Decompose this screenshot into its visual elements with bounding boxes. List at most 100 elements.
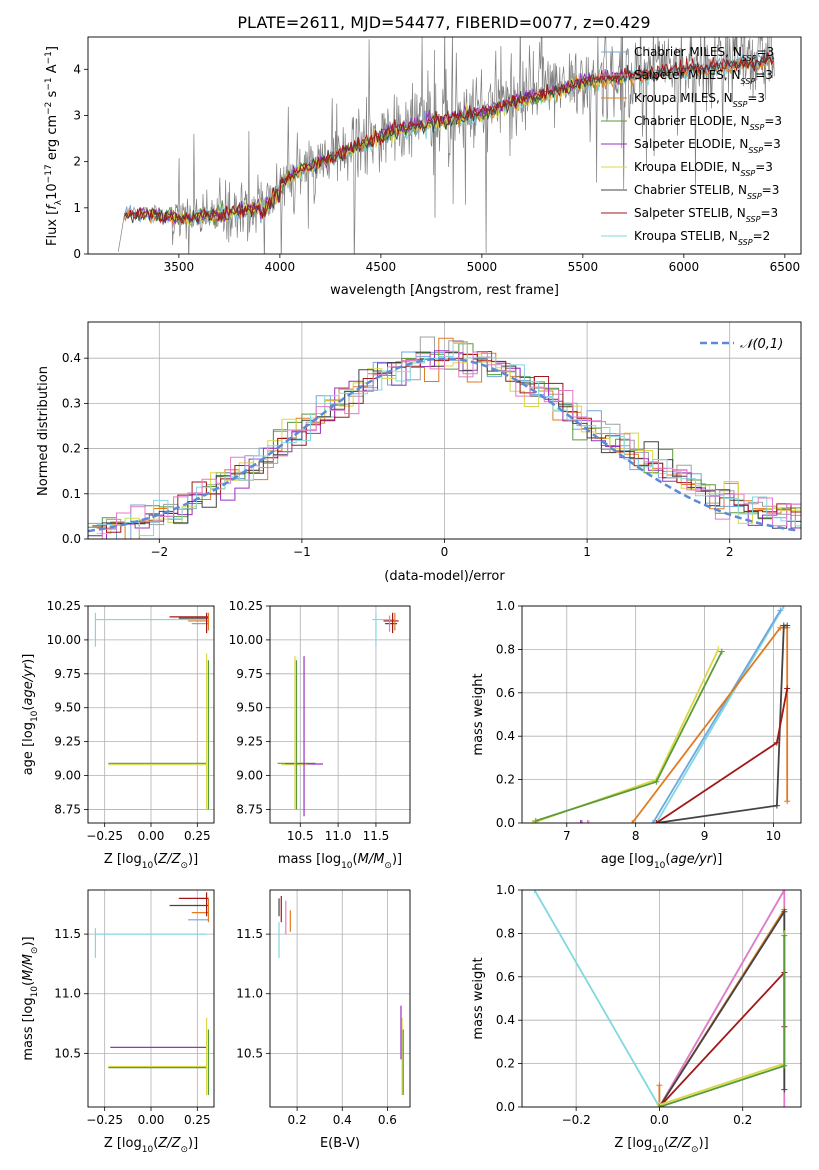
axes-frame xyxy=(269,889,411,1108)
label-part: 10 xyxy=(30,710,40,722)
label-part: age [log xyxy=(601,852,654,867)
x-axis-label: Z [log10(Z/Z⊙)] xyxy=(104,1136,198,1155)
legend-count: =3 xyxy=(764,114,782,128)
histogram-9 xyxy=(88,350,801,539)
axes-frame xyxy=(521,889,802,1108)
y-tick-label: 0.0 xyxy=(496,816,515,830)
label-part: )] xyxy=(21,654,36,664)
legend-text: Kroupa STELIB, N xyxy=(634,229,738,243)
x-tick-label: 0.4 xyxy=(333,1113,352,1127)
weight-line-1 xyxy=(652,609,782,823)
y-tick-label: 11.5 xyxy=(54,927,81,941)
legend-text: Kroupa MILES, N xyxy=(634,91,733,105)
x-tick-label: 5500 xyxy=(568,260,599,274)
weight-marker xyxy=(784,622,791,629)
label-part: ⊙ xyxy=(691,1145,699,1155)
y-tick-label: 2 xyxy=(73,155,81,169)
weight-marker xyxy=(777,624,784,631)
weight-marker xyxy=(577,820,584,823)
weight-marker xyxy=(718,648,725,655)
label-part: ( xyxy=(353,852,358,867)
weight-marker xyxy=(656,1082,663,1089)
label-part: Z [log xyxy=(104,852,142,867)
y-tick-label: 1 xyxy=(73,201,81,215)
legend-count: =3 xyxy=(755,160,773,174)
weight-marker xyxy=(784,685,791,692)
y-tick-label: 11.0 xyxy=(54,987,81,1001)
legend-count: =3 xyxy=(763,137,781,151)
x-tick-label: 0.00 xyxy=(138,829,165,843)
label-part: ⊙ xyxy=(30,947,40,955)
label-part: ] xyxy=(45,46,60,51)
plot-area xyxy=(529,606,791,823)
label-part: Z [log xyxy=(104,1136,142,1151)
legend-sub: SSP xyxy=(750,123,765,132)
y-axis-label: age [log10(age/yr)] xyxy=(21,654,40,776)
label-part: 10 xyxy=(341,861,353,871)
x-tick-label: 0.0 xyxy=(650,1113,669,1127)
weight-marker xyxy=(715,646,722,653)
weight-marker xyxy=(781,932,788,939)
label-part: ( xyxy=(21,706,36,711)
model-line-kroupa-elodie xyxy=(138,72,624,227)
weight-line-3 xyxy=(656,624,788,823)
weight-marker xyxy=(781,908,788,915)
x-tick-label: 0.2 xyxy=(733,1113,752,1127)
weight-marker xyxy=(529,820,536,823)
y-tick-label: 11.5 xyxy=(236,927,263,941)
y-tick-label: 9.50 xyxy=(236,701,263,715)
label-part: mass [log xyxy=(21,997,36,1060)
legend-count: =3 xyxy=(760,206,778,220)
y-tick-label: 0.2 xyxy=(496,773,515,787)
panel-mass-weight-vs-Z: −0.2 0.0 0.2 0.0 0.2 0.4 0.6 0.8 1.0 Z [log10(Z/Z… xyxy=(471,883,802,1155)
y-tick-label: 0.6 xyxy=(496,970,515,984)
label-part: −1 xyxy=(44,77,54,90)
label-part: )] xyxy=(712,852,722,867)
y-tick-label: 0.3 xyxy=(62,396,81,410)
x-tick-label: 0.2 xyxy=(288,1113,307,1127)
legend-count: =2 xyxy=(753,229,771,243)
x-tick-label: 6000 xyxy=(669,260,700,274)
legend-label: Chabrier ELODIE, NSSP=3 xyxy=(634,114,782,132)
label-part: −2 xyxy=(44,102,54,115)
weight-marker xyxy=(780,606,787,609)
label-part: 10 xyxy=(30,986,40,998)
legend-label: Kroupa MILES, NSSP=3 xyxy=(634,91,765,109)
weight-marker xyxy=(653,778,660,785)
label-part: ( xyxy=(153,852,158,867)
x-axis-label: age [log10(age/yr)] xyxy=(601,852,723,871)
y-tick-label: 0.8 xyxy=(496,926,515,940)
histogram-7 xyxy=(92,354,801,533)
label-part: )] xyxy=(188,1136,198,1151)
y-tick-label: 0.2 xyxy=(496,1057,515,1071)
y-tick-label: 10.25 xyxy=(47,599,81,613)
y-tick-label: 10.5 xyxy=(236,1046,263,1060)
label-part: 10 xyxy=(142,861,154,871)
legend-sub: SSP xyxy=(746,215,761,224)
y-tick-label: 0.1 xyxy=(62,487,81,501)
x-tick-label: 5000 xyxy=(467,260,498,274)
weight-marker xyxy=(777,607,784,614)
plot-area xyxy=(117,37,775,254)
model-line-chabrier-stelib xyxy=(123,52,775,225)
y-tick-label: 1.0 xyxy=(496,599,515,613)
label-part: Z [log xyxy=(614,1136,652,1151)
axes-frame xyxy=(87,36,802,255)
x-tick-label: 0 xyxy=(441,545,449,559)
y-tick-label: 8.75 xyxy=(236,802,263,816)
axes-frame xyxy=(521,605,802,824)
label-part: f xyxy=(45,203,60,210)
x-tick-label: −2 xyxy=(150,545,168,559)
x-tick-label: −0.25 xyxy=(86,1113,123,1127)
legend-text: Kroupa ELODIE, N xyxy=(634,160,741,174)
weight-marker xyxy=(585,820,592,823)
figure-title: PLATE=2611, MJD=54477, FIBERID=0077, z=0… xyxy=(237,13,650,32)
y-tick-label: 1.0 xyxy=(496,883,515,897)
legend-sub: SSP xyxy=(741,169,756,178)
legend-count: =3 xyxy=(755,68,773,82)
weight-line-1 xyxy=(658,890,786,1107)
y-tick-label: 10.5 xyxy=(54,1046,81,1060)
